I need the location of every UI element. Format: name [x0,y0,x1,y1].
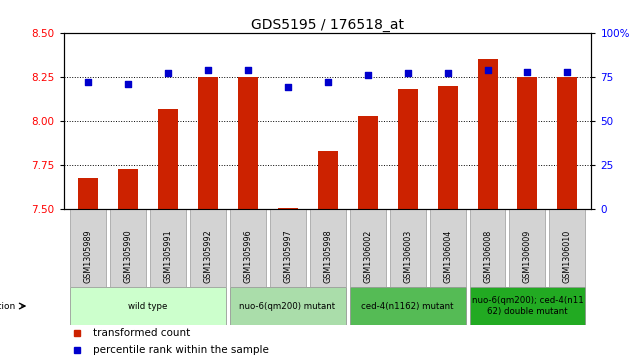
Point [322,79,333,85]
Point [403,70,413,76]
Bar [190,209,226,287]
Text: GSM1306004: GSM1306004 [443,229,452,283]
Bar [158,109,177,209]
Bar [518,77,537,209]
Text: GSM1306008: GSM1306008 [483,229,492,283]
Point [483,67,493,73]
Bar [509,209,546,287]
Text: GSM1305989: GSM1305989 [83,229,92,283]
Bar [317,151,338,209]
Bar [398,89,417,209]
Text: GSM1306002: GSM1306002 [363,229,372,283]
Point [522,69,532,74]
Point [242,67,252,73]
Bar [310,209,345,287]
Text: GSM1305992: GSM1305992 [203,229,212,283]
Text: ced-4(n1162) mutant: ced-4(n1162) mutant [361,302,453,310]
Bar [118,169,137,209]
Bar [149,209,186,287]
Bar [109,209,146,287]
Text: GSM1305991: GSM1305991 [163,229,172,283]
Bar [478,59,497,209]
Bar [429,209,466,287]
Bar [357,116,378,209]
Text: nuo-6(qm200) mutant: nuo-6(qm200) mutant [240,302,336,310]
Text: nuo-6(qm200); ced-4(n11
62) double mutant: nuo-6(qm200); ced-4(n11 62) double mutan… [472,296,583,316]
Bar [78,178,97,209]
Bar [350,287,466,325]
Point [202,67,212,73]
Text: GSM1306003: GSM1306003 [403,229,412,283]
Point [562,69,572,74]
Bar [469,287,586,325]
Bar [558,77,577,209]
Bar [550,209,586,287]
Text: GSM1306010: GSM1306010 [563,229,572,283]
Text: GSM1305997: GSM1305997 [283,229,292,283]
Text: wild type: wild type [128,302,167,310]
Point [363,72,373,78]
Bar [198,77,218,209]
Bar [69,209,106,287]
Text: GSM1305990: GSM1305990 [123,229,132,283]
Bar [238,77,258,209]
Text: percentile rank within the sample: percentile rank within the sample [93,344,268,355]
Bar [438,86,457,209]
Point [443,70,453,76]
Bar [277,208,298,209]
Text: GSM1306009: GSM1306009 [523,229,532,283]
Bar [270,209,305,287]
Bar [350,209,385,287]
Text: genotype/variation: genotype/variation [0,302,16,310]
Bar [230,287,345,325]
Point [162,70,172,76]
Title: GDS5195 / 176518_at: GDS5195 / 176518_at [251,18,404,32]
Bar [69,287,226,325]
Text: GSM1305996: GSM1305996 [243,229,252,283]
Point [282,85,293,90]
Point [123,81,133,87]
Text: GSM1305998: GSM1305998 [323,229,332,283]
Bar [469,209,506,287]
Text: transformed count: transformed count [93,328,190,338]
Point [83,79,93,85]
Bar [389,209,425,287]
Bar [230,209,266,287]
